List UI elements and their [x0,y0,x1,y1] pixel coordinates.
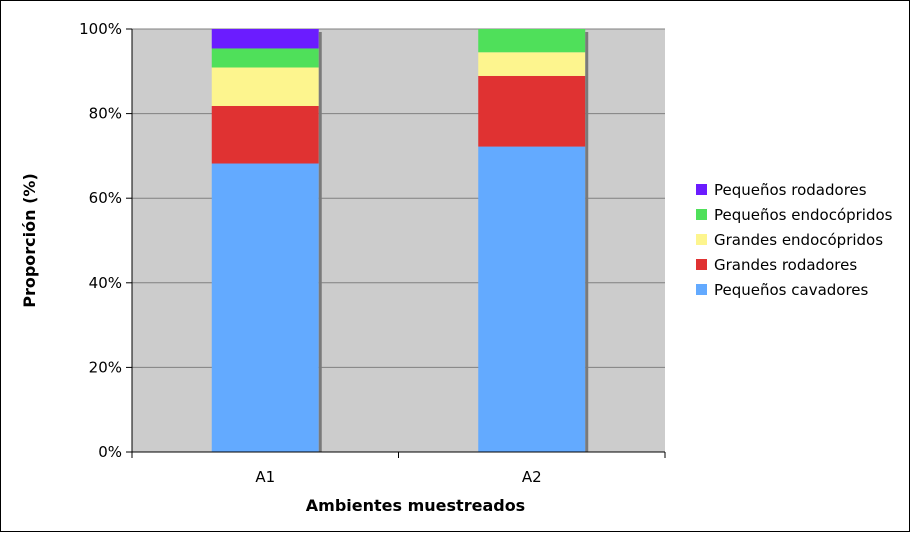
bar-segment [211,105,319,164]
legend-label: Grandes endocópridos [714,231,883,249]
bar-shadow [318,32,322,452]
legend-swatch [696,259,707,270]
bar-shadow [585,32,589,452]
y-axis-title: Proporción (%) [20,173,39,308]
bar-segment [211,163,319,453]
legend-label: Pequeños endocópridos [714,206,893,224]
y-tick-label: 100% [79,20,122,38]
legend-swatch [696,184,707,195]
legend-swatch [696,284,707,295]
bar-segment [211,67,319,106]
x-tick-label: A1 [255,468,275,486]
x-tick-label: A2 [522,468,542,486]
y-tick-label: 60% [89,189,122,207]
bar-segment [478,52,586,76]
legend-label: Pequeños cavadores [714,281,869,299]
bar-segment [478,29,586,53]
legend: Pequeños rodadores Pequeños endocópridos G… [696,181,893,299]
bar-segment [211,29,319,49]
bar-segment [211,48,319,68]
y-tick-label: 80% [89,105,122,123]
bar-segment [478,75,586,147]
legend-swatch [696,234,707,245]
legend-label: Grandes rodadores [714,256,857,274]
legend-label: Pequeños rodadores [714,181,867,199]
y-tick-label: 20% [89,358,122,376]
y-tick-label: 0% [98,443,122,461]
legend-swatch [696,209,707,220]
x-axis-title: Ambientes muestreados [306,496,525,515]
bar-segment [478,146,586,452]
y-tick-label: 40% [89,274,122,292]
